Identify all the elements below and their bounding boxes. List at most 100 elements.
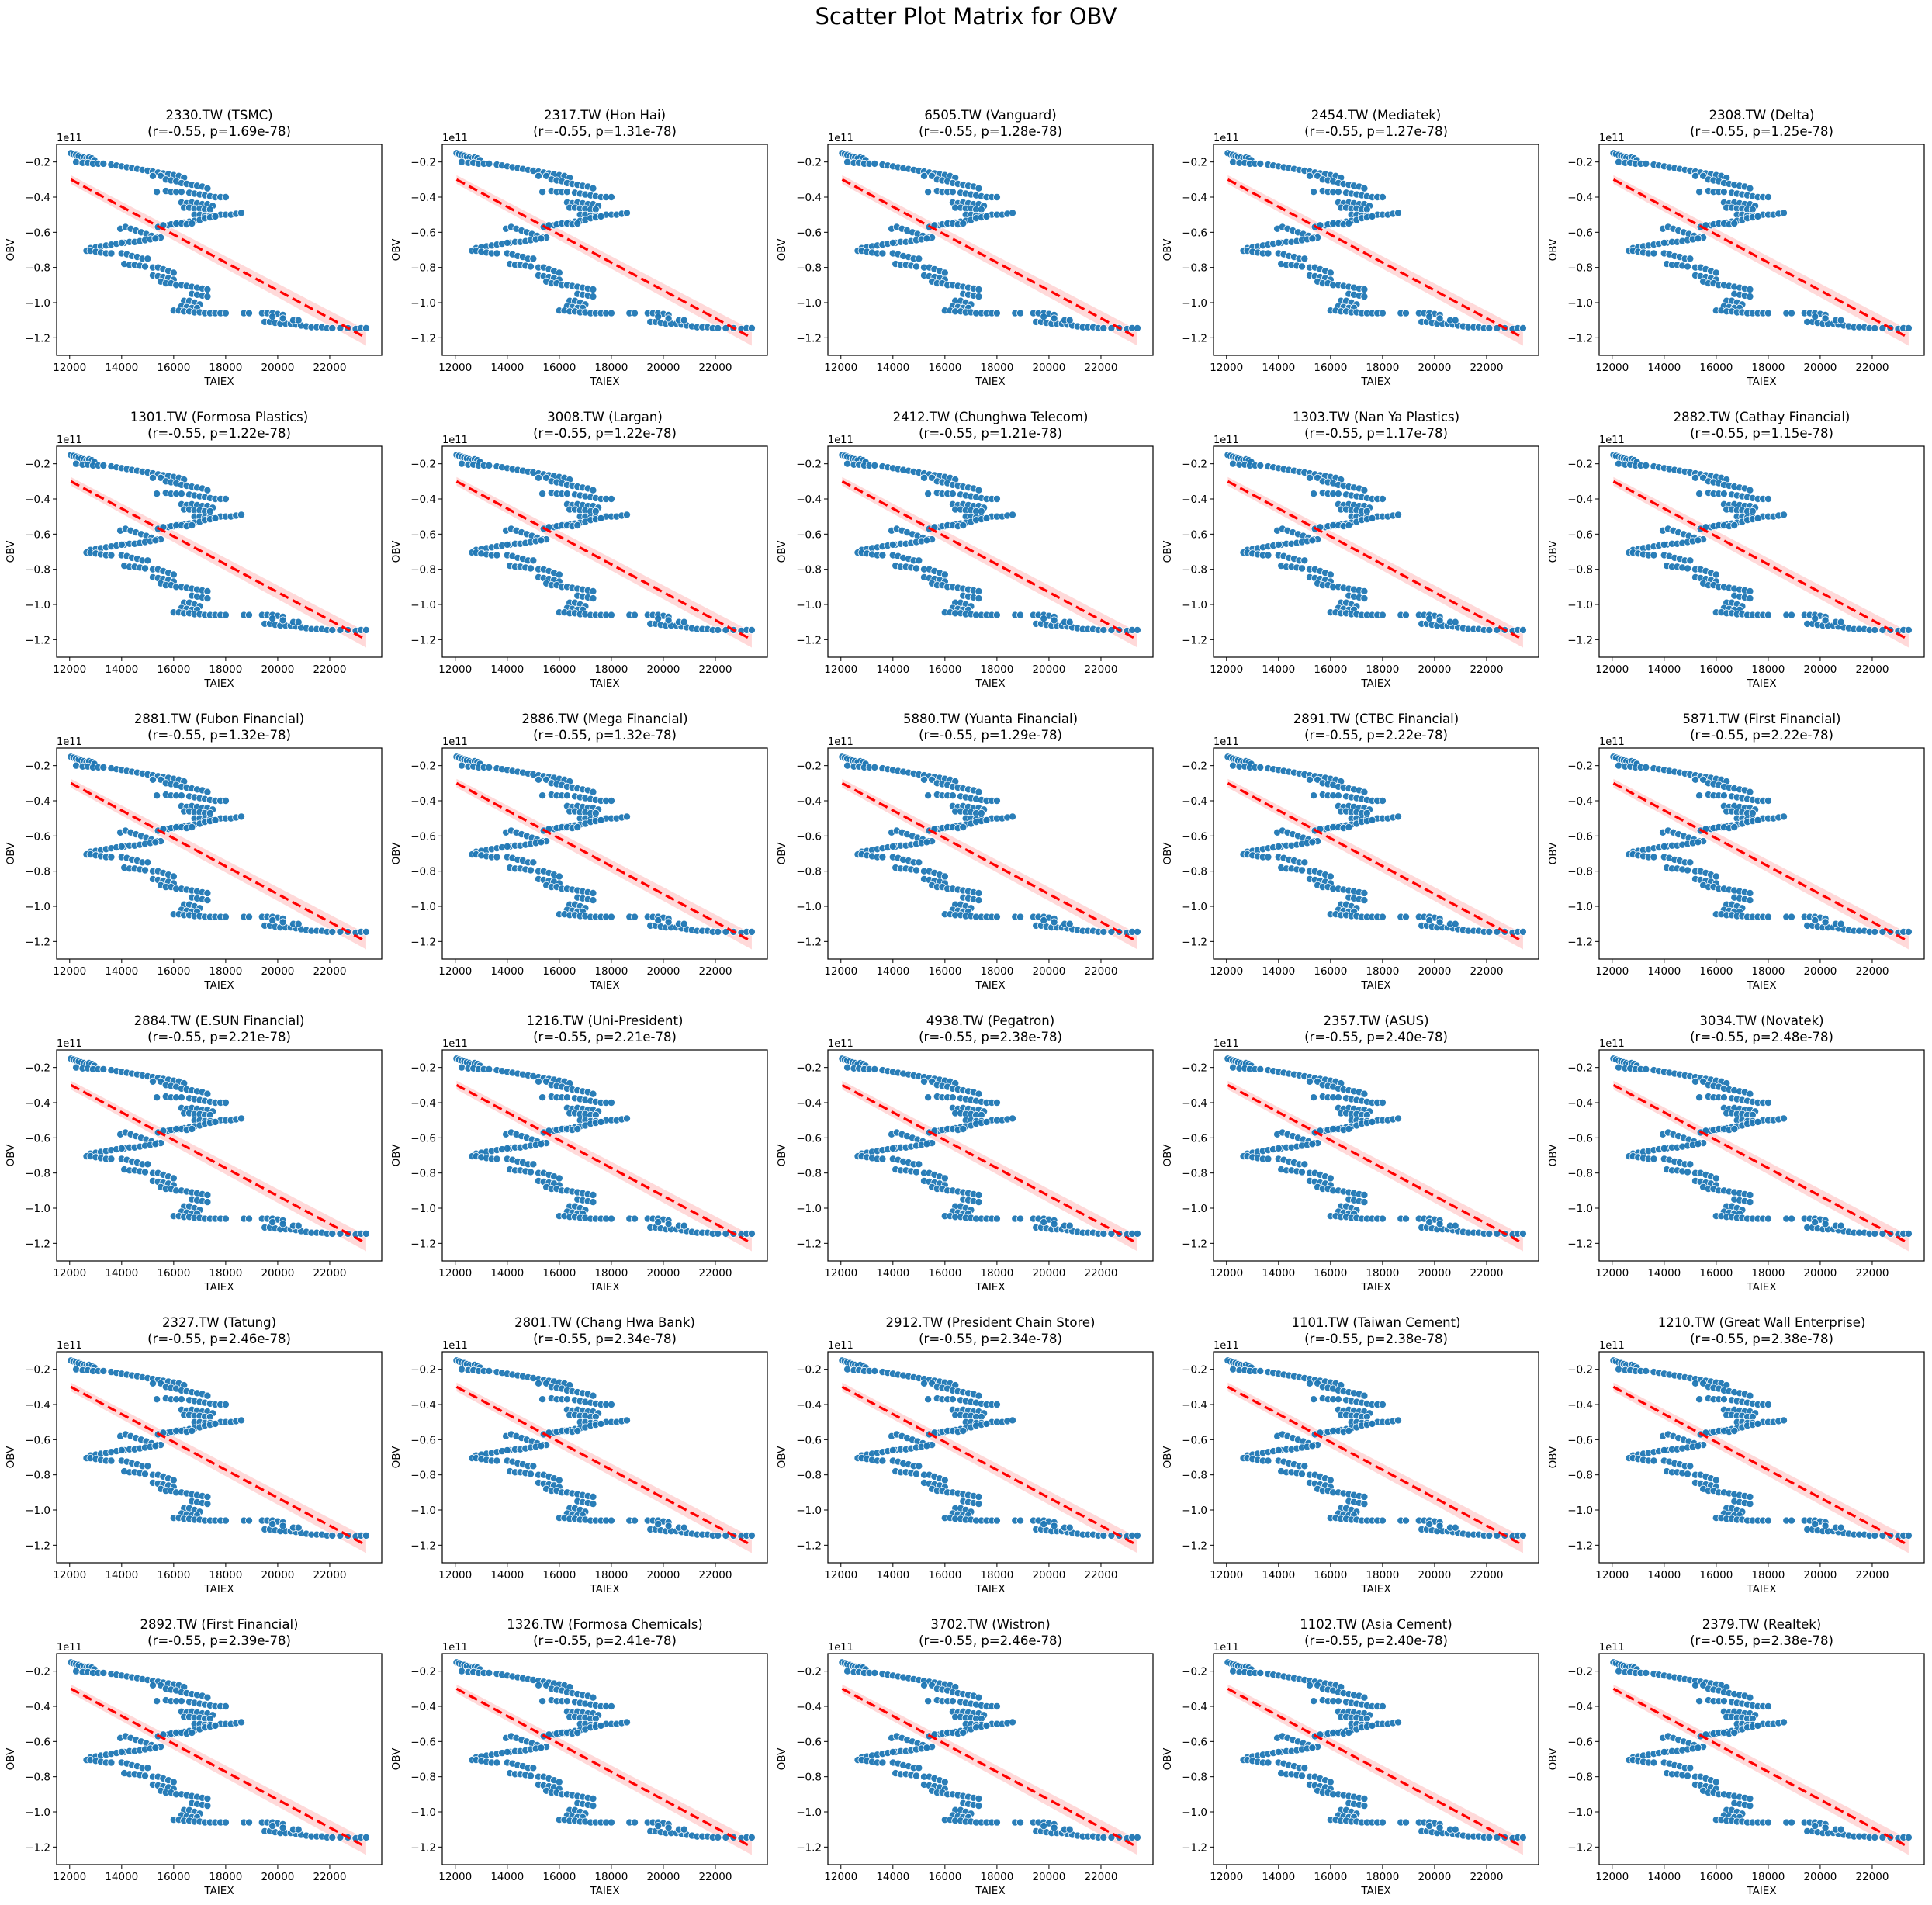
data-point	[294, 316, 303, 324]
data-point	[485, 1065, 493, 1073]
data-point	[871, 461, 879, 469]
data-point	[680, 1221, 688, 1230]
data-point	[1485, 1229, 1494, 1238]
y-tick-label: −0.6	[1182, 830, 1207, 843]
x-axis-label: TAIEX	[589, 376, 619, 388]
data-point	[1746, 587, 1754, 596]
y-tick-label: −0.8	[25, 866, 50, 878]
x-tick-label: 14000	[105, 362, 138, 374]
confidence-band	[1227, 1080, 1523, 1252]
data-point	[1360, 594, 1369, 603]
data-point	[843, 459, 852, 468]
data-point	[177, 1093, 185, 1102]
data-point	[573, 521, 582, 530]
data-point	[1360, 1191, 1369, 1200]
x-axis-label: TAIEX	[1746, 376, 1776, 388]
y-tick-label: −1.2	[796, 332, 822, 345]
data-point	[151, 838, 160, 847]
y-tick-label: −1.0	[410, 1203, 436, 1215]
data-point	[992, 611, 1001, 619]
y-tick-label: −1.2	[410, 936, 436, 948]
data-point	[1615, 158, 1623, 166]
x-tick-label: 20000	[261, 362, 294, 374]
data-point	[589, 293, 597, 301]
data-point	[597, 1117, 605, 1126]
data-point	[1274, 842, 1283, 850]
data-point	[203, 896, 212, 905]
x-axis-label: TAIEX	[1746, 979, 1776, 992]
data-point	[948, 791, 957, 800]
data-point	[1787, 913, 1795, 921]
y-tick-label: −1.0	[1182, 599, 1207, 611]
y-offset-label: 1e11	[828, 736, 853, 748]
data-point	[1394, 511, 1403, 519]
data-point	[1746, 889, 1754, 898]
y-tick-label: −0.4	[1567, 1097, 1593, 1110]
x-tick-label: 14000	[1262, 1267, 1295, 1280]
data-point	[915, 1160, 923, 1169]
data-point	[924, 1093, 933, 1102]
subplot: 2357.TW (ASUS)(r=-0.55, p=2.40e-78)1e111…	[1162, 1013, 1539, 1294]
data-point	[1298, 866, 1307, 875]
y-axis-label: OBV	[776, 238, 788, 261]
data-point	[1754, 514, 1762, 522]
data-point	[1334, 791, 1342, 800]
data-point	[1695, 490, 1704, 498]
data-point	[1264, 551, 1272, 559]
x-tick-label: 22000	[1084, 663, 1117, 676]
data-point	[493, 551, 501, 559]
data-point	[244, 309, 253, 317]
y-tick-label: −1.2	[1182, 936, 1207, 948]
data-point	[1298, 564, 1307, 573]
data-point	[1065, 1221, 1074, 1230]
subplot-stats: (r=-0.55, p=1.31e-78)	[533, 124, 677, 139]
x-tick-label: 18000	[1751, 663, 1785, 676]
x-tick-label: 16000	[157, 362, 190, 374]
data-point	[1694, 536, 1702, 545]
confidence-band	[1227, 778, 1523, 950]
y-tick-label: −0.4	[796, 192, 822, 204]
x-axis-label: TAIEX	[1746, 1281, 1776, 1294]
data-point	[1719, 188, 1728, 196]
data-point	[1334, 1093, 1342, 1102]
x-tick-label: 22000	[698, 965, 732, 978]
y-tick-label: −1.0	[796, 901, 822, 913]
x-tick-label: 22000	[698, 362, 732, 374]
data-point	[144, 556, 152, 565]
data-point	[221, 495, 230, 504]
data-point	[237, 1416, 245, 1425]
data-point	[72, 1365, 81, 1373]
data-point	[589, 184, 597, 192]
subplot: 5880.TW (Yuanta Financial)(r=-0.55, p=1.…	[776, 712, 1154, 992]
data-point	[1837, 618, 1845, 626]
data-point	[1871, 324, 1879, 332]
data-point	[211, 514, 220, 522]
data-point	[1683, 1168, 1691, 1176]
data-point	[1099, 625, 1108, 634]
y-tick-label: −1.0	[25, 599, 50, 611]
data-point	[992, 309, 1001, 317]
x-tick-label: 14000	[105, 965, 138, 978]
y-axis-label: OBV	[5, 1144, 17, 1166]
x-tick-label: 16000	[1699, 965, 1733, 978]
data-point	[151, 1442, 160, 1450]
data-point	[1310, 490, 1318, 498]
data-point	[177, 490, 185, 498]
data-point	[1764, 1099, 1772, 1107]
y-tick-label: −0.8	[1182, 262, 1207, 275]
data-point	[1065, 618, 1074, 626]
y-tick-label: −0.8	[1567, 866, 1593, 878]
data-point	[1345, 219, 1353, 227]
data-point	[362, 324, 370, 332]
x-tick-label: 20000	[646, 965, 680, 978]
x-tick-label: 22000	[698, 663, 732, 676]
data-point	[747, 625, 756, 634]
y-tick-label: −0.6	[1567, 528, 1593, 541]
data-point	[144, 1462, 152, 1470]
x-tick-label: 16000	[928, 362, 961, 374]
subplot-stats: (r=-0.55, p=1.29e-78)	[919, 728, 1062, 743]
data-point	[975, 889, 983, 898]
y-tick-label: −0.8	[796, 564, 822, 577]
data-point	[1837, 316, 1845, 324]
y-offset-label: 1e11	[1599, 736, 1625, 748]
